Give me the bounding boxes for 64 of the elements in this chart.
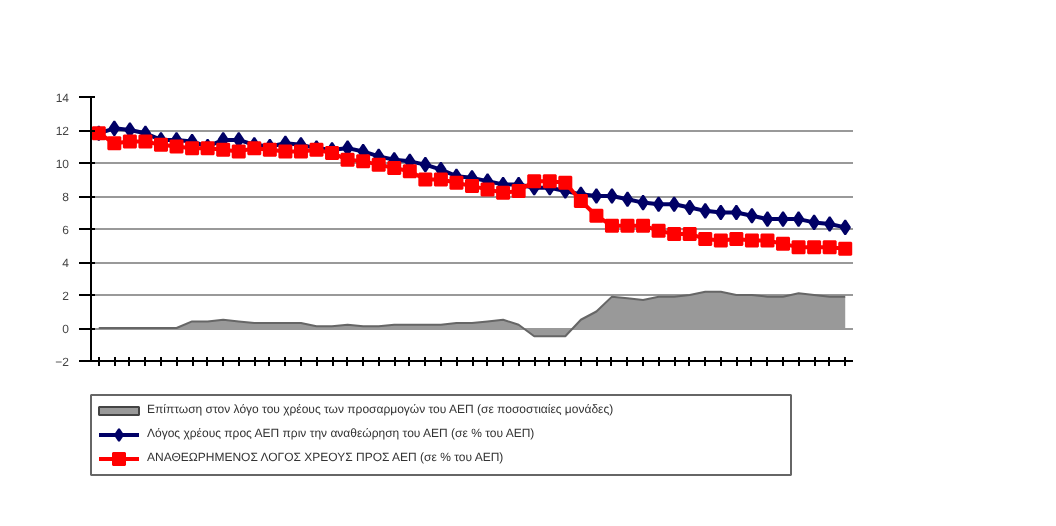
- point: [838, 241, 853, 256]
- point: [604, 218, 619, 233]
- point: [247, 141, 262, 156]
- point: [402, 164, 417, 179]
- point: [684, 199, 696, 216]
- point: [777, 211, 789, 228]
- point: [216, 142, 231, 157]
- point: [824, 216, 836, 233]
- point: [542, 174, 557, 189]
- point: [419, 156, 432, 173]
- point: [729, 231, 744, 246]
- point: [606, 188, 618, 204]
- point: [760, 233, 775, 248]
- point: [715, 204, 727, 221]
- point: [620, 218, 635, 233]
- point: [558, 175, 573, 190]
- point: [107, 136, 122, 151]
- point: [325, 146, 340, 161]
- point: [746, 207, 758, 224]
- point: [418, 172, 433, 187]
- point: [668, 196, 680, 213]
- point: [637, 194, 649, 211]
- point: [231, 144, 246, 159]
- point: [169, 139, 184, 154]
- point: [761, 211, 774, 228]
- point: [371, 157, 386, 172]
- point: [433, 172, 448, 187]
- point: [792, 211, 805, 228]
- point: [682, 226, 697, 241]
- point: [807, 240, 822, 255]
- point: [465, 179, 479, 194]
- point: [713, 233, 728, 248]
- point: [698, 231, 713, 246]
- point: [621, 191, 634, 208]
- point: [340, 152, 355, 167]
- point: [730, 204, 743, 221]
- point: [108, 120, 120, 137]
- point: [153, 137, 168, 152]
- point: [667, 226, 682, 241]
- point: [138, 134, 153, 149]
- point: [527, 174, 542, 189]
- point: [511, 184, 526, 199]
- point: [496, 185, 511, 200]
- point: [652, 196, 665, 213]
- point: [480, 182, 495, 197]
- point: [776, 236, 791, 251]
- point: [791, 240, 806, 255]
- point: [387, 160, 402, 175]
- point: [293, 144, 308, 159]
- point: [573, 193, 588, 208]
- point: [651, 223, 666, 238]
- point: [590, 188, 603, 204]
- point: [185, 141, 200, 156]
- point: [278, 144, 293, 159]
- point: [744, 233, 759, 248]
- point: [356, 154, 371, 169]
- point: [839, 219, 851, 236]
- point: [122, 134, 137, 149]
- point: [822, 240, 837, 255]
- point: [808, 214, 820, 231]
- point: [636, 218, 651, 233]
- point: [699, 202, 711, 219]
- point: [449, 175, 464, 190]
- point: [589, 208, 604, 223]
